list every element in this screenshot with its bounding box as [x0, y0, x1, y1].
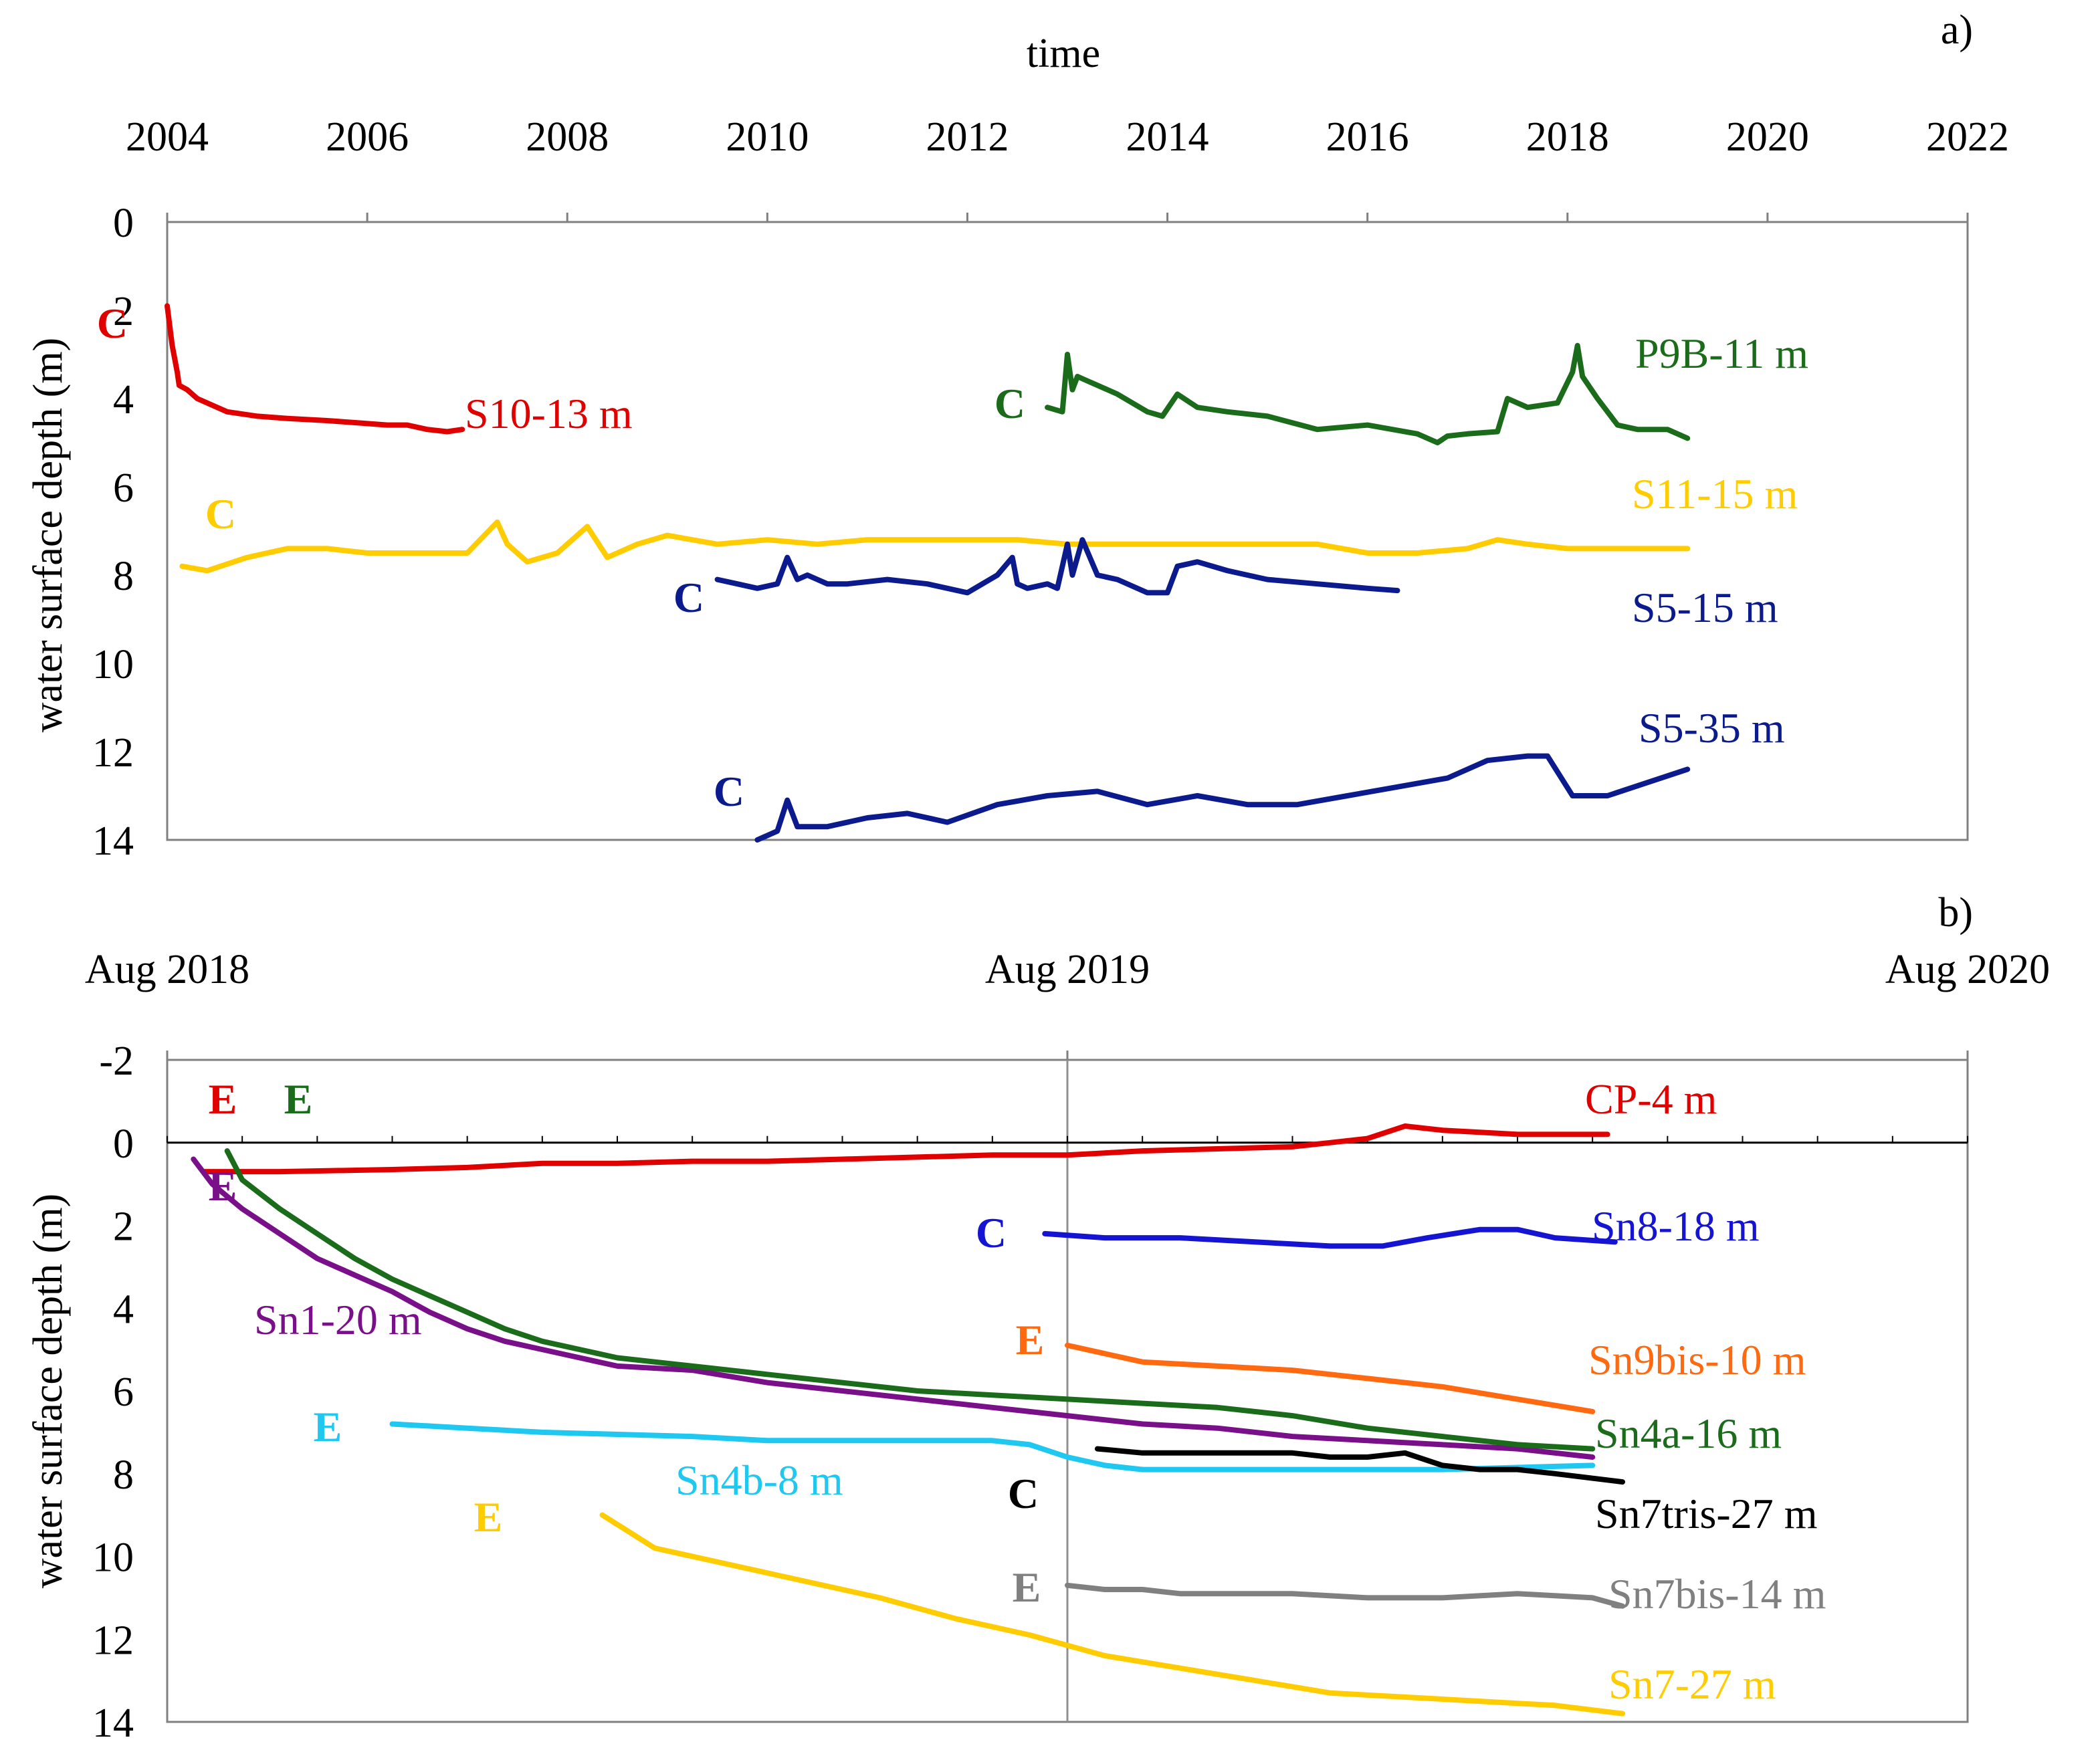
series-marker-cp-4-m: E [209, 1075, 237, 1123]
series-line-sn4a-16-m [224, 1148, 1596, 1452]
y-tick-label: 10 [92, 642, 134, 687]
series-line-sn4b-8-m [389, 1421, 1596, 1472]
x-tick-label: Aug 2019 [985, 947, 1150, 992]
x-tick-label: 2014 [1126, 114, 1209, 160]
series-marker-sn4a-16-m: E [284, 1075, 313, 1123]
series-label-sn7-27-m: Sn7-27 m [1608, 1660, 1776, 1708]
series-label-p9b-11-m: P9B-11 m [1635, 330, 1808, 377]
panel-a-series [165, 303, 1691, 843]
series-line-sn7tris-27-m [1094, 1446, 1625, 1485]
series-line-s5-15-m [714, 537, 1400, 596]
x-tick-label: 2018 [1526, 114, 1609, 160]
y-tick-label: 6 [113, 465, 134, 511]
x-tick-label: 2008 [526, 114, 609, 160]
panel-a-plot-frame [166, 221, 1969, 841]
x-tick-label: 2010 [726, 114, 809, 160]
series-line-sn8-18-m [1042, 1226, 1618, 1249]
panel-a-y-ticks: 0 2 4 6 8 10 12 14 [92, 201, 134, 864]
series-label-sn7bis-14-m: Sn7bis-14 m [1608, 1570, 1826, 1618]
series-label-sn4b-8-m: Sn4b-8 m [675, 1456, 843, 1504]
series-label-s10-13-m: S10-13 m [465, 390, 633, 437]
series-label-sn8-18-m: Sn8-18 m [1592, 1202, 1760, 1250]
series-marker-sn7tris-27-m: C [1008, 1470, 1039, 1517]
series-line-sn7-27-m [599, 1512, 1625, 1717]
series-line-s11-15-m [179, 519, 1691, 574]
series-line-s10-13-m [165, 303, 465, 435]
y-tick-label: 14 [92, 818, 134, 864]
y-tick-label: 4 [113, 1287, 134, 1332]
panel-a-series-labels: S10-13 m C P9B-11 m C S11-15 m C S5-15 m C S5-35… [97, 300, 1808, 815]
panel-a-x-axis-title: time [1027, 31, 1100, 76]
x-tick-label: Aug 2020 [1885, 947, 2050, 992]
panel-b-series-labels: CP-4 m E Sn1-20 m E Sn4a-16 m E Sn8-18 m C Sn9bi… [209, 1075, 1826, 1708]
series-line-s5-35-m [754, 753, 1691, 843]
series-marker-sn9bis-10-m: E [1016, 1316, 1045, 1363]
series-marker-s5-35-m: C [714, 768, 744, 815]
series-line-sn7bis-14-m [1065, 1582, 1625, 1609]
y-tick-label: 2 [113, 1204, 134, 1250]
series-marker-p9b-11-m: C [994, 380, 1025, 427]
x-tick-label: 2020 [1726, 114, 1809, 160]
panel-a: a) time water surface depth (m) 2004 2006… [25, 7, 2009, 864]
x-tick-label: 2016 [1326, 114, 1409, 160]
series-marker-s5-15-m: C [673, 574, 704, 621]
series-marker-s10-13-m: C [97, 300, 128, 347]
series-label-sn4a-16-m: Sn4a-16 m [1595, 1410, 1782, 1457]
series-line-p9b-11-m [1045, 342, 1691, 445]
panel-a-x-ticks: 2004 2006 2008 2010 2012 2014 2016 2018 2020 2022 [126, 114, 2009, 222]
y-tick-label: 12 [92, 730, 134, 776]
y-tick-label: 14 [92, 1700, 134, 1746]
panel-a-y-axis-title: water surface depth (m) [25, 338, 71, 732]
series-marker-s11-15-m: C [205, 490, 236, 538]
series-label-s5-15-m: S5-15 m [1632, 584, 1778, 631]
panel-b-x-ticks: Aug 2018 Aug 2019 Aug 2020 [85, 947, 2050, 1060]
panel-b-label: b) [1938, 890, 1973, 936]
series-label-sn9bis-10-m: Sn9bis-10 m [1588, 1336, 1806, 1384]
series-marker-sn4b-8-m: E [314, 1403, 342, 1450]
y-tick-label: 2 [113, 289, 134, 334]
series-marker-sn1-20-m: E [209, 1162, 237, 1210]
y-tick-label: 0 [113, 1121, 134, 1167]
panel-b-y-ticks: -2 0 2 4 6 8 10 12 14 [92, 1038, 1968, 1746]
y-tick-label: -2 [99, 1038, 134, 1084]
series-label-s5-35-m: S5-35 m [1639, 704, 1785, 752]
series-label-sn7tris-27-m: Sn7tris-27 m [1595, 1490, 1817, 1537]
x-tick-label: 2022 [1926, 114, 2009, 160]
x-tick-label: 2012 [926, 114, 1009, 160]
y-tick-label: 4 [113, 377, 134, 423]
x-tick-label: 2004 [126, 114, 209, 160]
series-label-s11-15-m: S11-15 m [1632, 470, 1798, 518]
y-tick-label: 8 [113, 1452, 134, 1498]
panel-a-label: a) [1941, 7, 1973, 53]
panel-b-y-axis-title: water surface depth (m) [25, 1194, 71, 1588]
series-marker-sn8-18-m: C [976, 1209, 1007, 1256]
series-line-sn9bis-10-m [1065, 1342, 1596, 1414]
series-marker-sn7-27-m: E [474, 1493, 503, 1541]
panel-b-series [191, 1123, 1625, 1717]
panel-b: b) water surface depth (m) Aug 2018 Aug 2… [25, 890, 2050, 1746]
series-label-cp-4-m: CP-4 m [1585, 1075, 1717, 1123]
x-tick-label: 2006 [326, 114, 409, 160]
y-tick-label: 12 [92, 1618, 134, 1663]
y-tick-label: 0 [113, 201, 134, 246]
y-tick-label: 10 [92, 1535, 134, 1581]
series-line-sn1-20-m [191, 1156, 1596, 1460]
series-marker-sn7bis-14-m: E [1013, 1563, 1041, 1611]
x-tick-label: Aug 2018 [85, 947, 249, 992]
series-label-sn1-20-m: Sn1-20 m [254, 1296, 422, 1343]
series-line-cp-4-m [202, 1123, 1610, 1175]
y-tick-label: 8 [113, 554, 134, 599]
y-tick-label: 6 [113, 1369, 134, 1415]
